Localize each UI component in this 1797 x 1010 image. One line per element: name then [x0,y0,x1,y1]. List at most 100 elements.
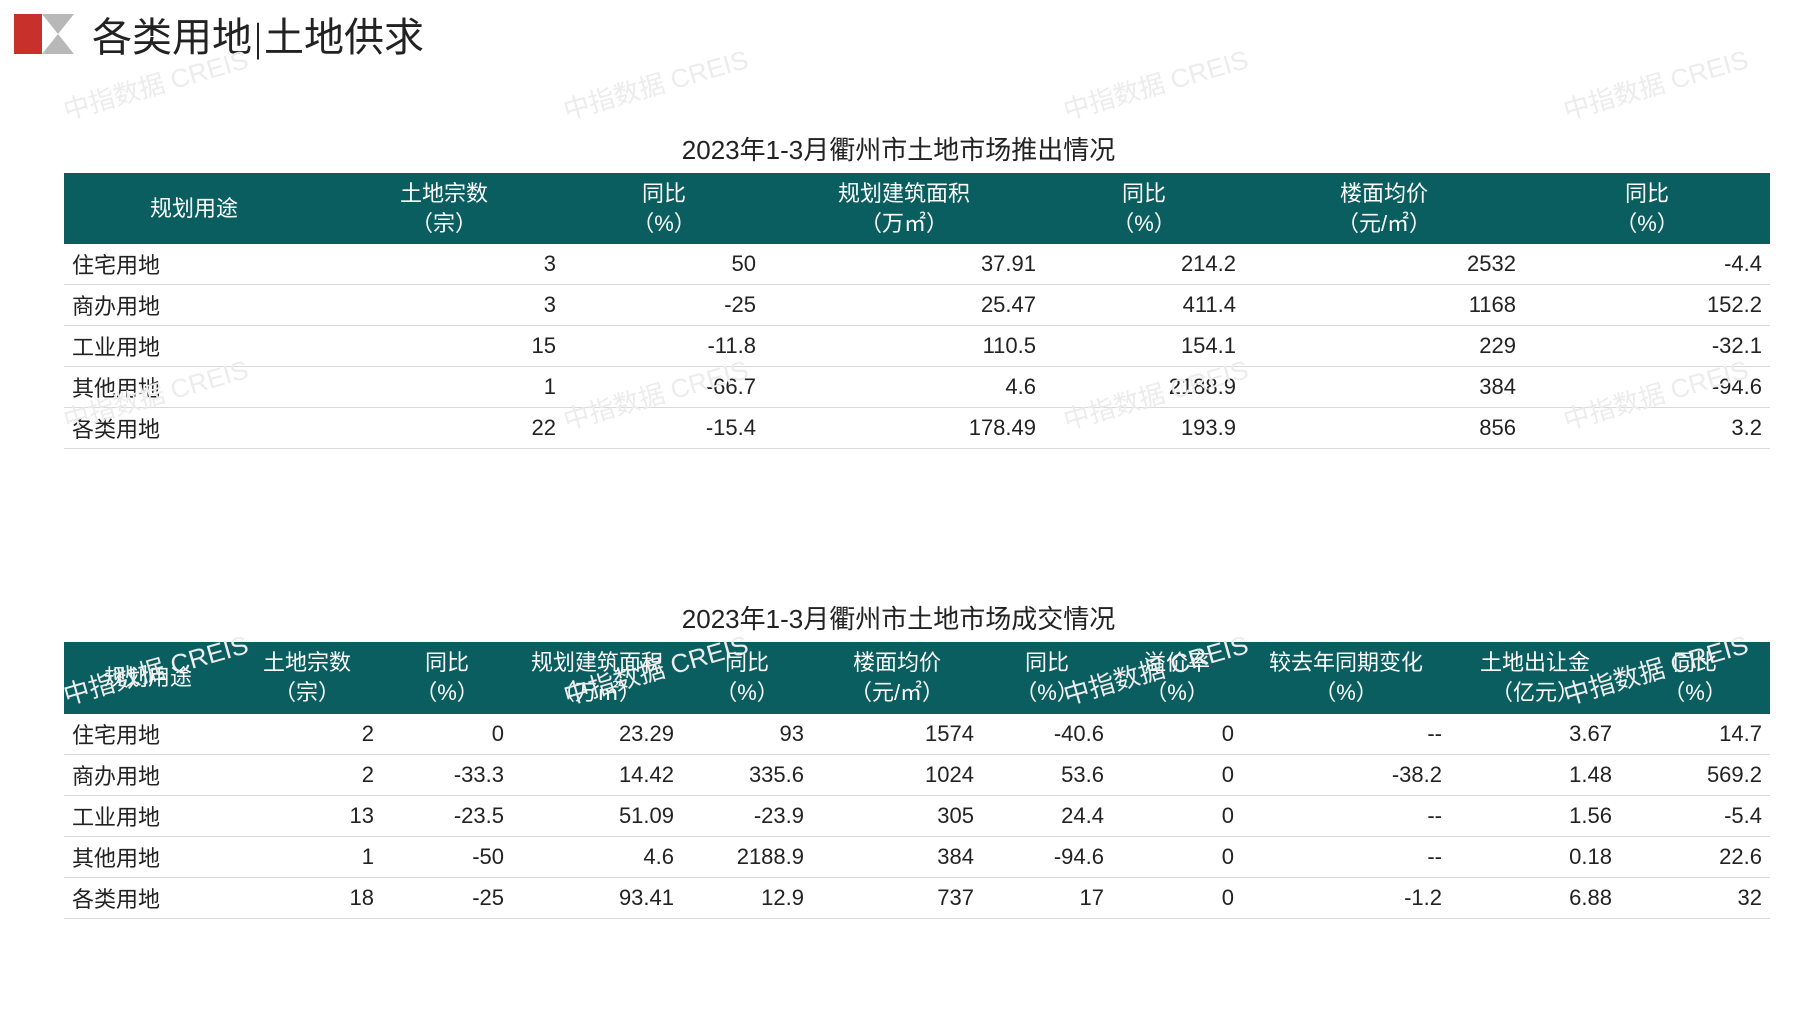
data-cell: 51.09 [512,795,682,836]
data-cell: 2188.9 [1044,367,1244,408]
data-cell: 15 [324,326,564,367]
data-cell: 14.42 [512,754,682,795]
data-cell: 13 [232,795,382,836]
table-row: 商办用地2-33.314.42335.6102453.60-38.21.4856… [64,754,1770,795]
data-cell: 1.48 [1450,754,1620,795]
data-cell: -25 [564,285,764,326]
table-row: 各类用地18-2593.4112.9737170-1.26.8832 [64,877,1770,918]
row-label-cell: 其他用地 [64,367,324,408]
column-header: 规划用途 [64,642,232,713]
data-cell: 3.2 [1524,408,1770,449]
column-header: 规划建筑面积（万㎡） [764,173,1044,244]
data-cell: 1.56 [1450,795,1620,836]
data-cell: 18 [232,877,382,918]
data-cell: 2 [232,754,382,795]
table-row: 商办用地3-2525.47411.41168152.2 [64,285,1770,326]
data-cell: -66.7 [564,367,764,408]
data-cell: 3.67 [1450,714,1620,755]
column-header: 溢价率（%） [1112,642,1242,713]
column-header: 同比（%） [682,642,812,713]
data-cell: 93.41 [512,877,682,918]
page-title: 各类用地|土地供求 [92,5,424,63]
data-cell: 22 [324,408,564,449]
data-cell: 214.2 [1044,244,1244,285]
column-header: 土地宗数（宗） [232,642,382,713]
title-left: 各类用地 [92,15,252,60]
data-cell: 6.88 [1450,877,1620,918]
data-cell: 2188.9 [682,836,812,877]
data-cell: 411.4 [1044,285,1244,326]
data-cell: 2532 [1244,244,1524,285]
data-cell: 384 [812,836,982,877]
title-separator: | [252,15,264,60]
data-cell: -38.2 [1242,754,1450,795]
row-label-cell: 工业用地 [64,795,232,836]
column-header: 同比（%） [382,642,512,713]
data-cell: 4.6 [764,367,1044,408]
data-cell: 856 [1244,408,1524,449]
data-cell: 154.1 [1044,326,1244,367]
data-cell: -50 [382,836,512,877]
row-label-cell: 住宅用地 [64,244,324,285]
data-cell: -94.6 [1524,367,1770,408]
data-cell: -- [1242,795,1450,836]
column-header: 同比（%） [982,642,1112,713]
data-cell: 50 [564,244,764,285]
column-header: 土地宗数（宗） [324,173,564,244]
data-cell: 1168 [1244,285,1524,326]
data-cell: 737 [812,877,982,918]
data-cell: -5.4 [1620,795,1770,836]
data-cell: 32 [1620,877,1770,918]
title-right: 土地供求 [264,15,424,60]
data-cell: 53.6 [982,754,1112,795]
row-label-cell: 商办用地 [64,754,232,795]
table-row: 工业用地13-23.551.09-23.930524.40--1.56-5.4 [64,795,1770,836]
data-cell: -11.8 [564,326,764,367]
column-header: 同比（%） [564,173,764,244]
data-cell: 37.91 [764,244,1044,285]
data-cell: 17 [982,877,1112,918]
row-label-cell: 其他用地 [64,836,232,877]
table-row: 工业用地15-11.8110.5154.1229-32.1 [64,326,1770,367]
data-cell: -- [1242,836,1450,877]
data-cell: 178.49 [764,408,1044,449]
data-cell: -23.9 [682,795,812,836]
data-cell: 93 [682,714,812,755]
data-cell: 0.18 [1450,836,1620,877]
table-row: 住宅用地35037.91214.22532-4.4 [64,244,1770,285]
data-cell: -1.2 [1242,877,1450,918]
data-cell: 384 [1244,367,1524,408]
data-cell: 2 [232,714,382,755]
launch-table: 规划用途土地宗数（宗）同比（%）规划建筑面积（万㎡）同比（%）楼面均价（元/㎡）… [64,173,1770,449]
table-row: 其他用地1-66.74.62188.9384-94.6 [64,367,1770,408]
column-header: 同比（%） [1044,173,1244,244]
data-cell: 0 [1112,877,1242,918]
transaction-table: 规划用途土地宗数（宗）同比（%）规划建筑面积（万㎡）同比（%）楼面均价（元/㎡）… [64,642,1770,918]
data-cell: 4.6 [512,836,682,877]
data-cell: 0 [1112,754,1242,795]
table-row: 其他用地1-504.62188.9384-94.60--0.1822.6 [64,836,1770,877]
column-header: 同比（%） [1620,642,1770,713]
data-cell: 3 [324,285,564,326]
column-header: 楼面均价（元/㎡） [812,642,982,713]
data-cell: 22.6 [1620,836,1770,877]
data-cell: 0 [1112,795,1242,836]
row-label-cell: 工业用地 [64,326,324,367]
data-cell: 229 [1244,326,1524,367]
data-cell: 1574 [812,714,982,755]
data-cell: 0 [1112,714,1242,755]
row-label-cell: 住宅用地 [64,714,232,755]
data-cell: 25.47 [764,285,1044,326]
row-label-cell: 商办用地 [64,285,324,326]
data-cell: -- [1242,714,1450,755]
data-cell: 305 [812,795,982,836]
row-label-cell: 各类用地 [64,408,324,449]
table1-title: 2023年1-3月衢州市土地市场推出情况 [0,130,1797,167]
row-label-cell: 各类用地 [64,877,232,918]
column-header: 同比（%） [1524,173,1770,244]
table-row: 住宅用地2023.29931574-40.60--3.6714.7 [64,714,1770,755]
data-cell: 569.2 [1620,754,1770,795]
column-header: 楼面均价（元/㎡） [1244,173,1524,244]
data-cell: -94.6 [982,836,1112,877]
data-cell: 14.7 [1620,714,1770,755]
